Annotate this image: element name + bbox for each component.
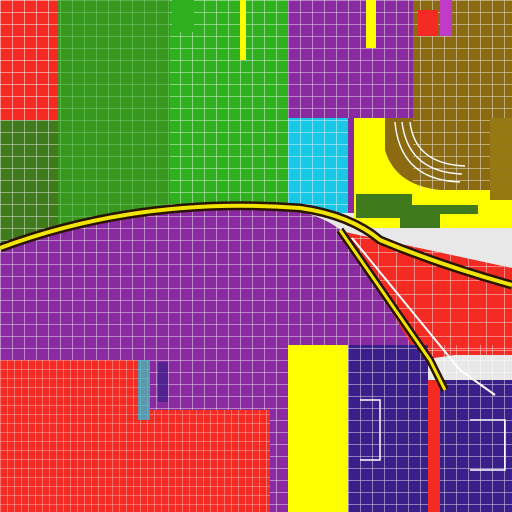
zone-olive-stair[interactable] xyxy=(356,194,478,228)
accent-blocks xyxy=(172,0,512,200)
zone-purple-strip[interactable] xyxy=(348,118,354,213)
zone-navy-southeast[interactable] xyxy=(348,345,512,512)
zone-yellow-south[interactable] xyxy=(288,345,348,512)
highway[interactable] xyxy=(0,201,512,396)
zone-red-east[interactable] xyxy=(345,232,512,360)
zone-cyan[interactable] xyxy=(288,118,348,213)
zone-green-north[interactable] xyxy=(58,0,288,240)
zone-purple-north[interactable] xyxy=(288,0,413,118)
zone-red-southwest[interactable] xyxy=(0,360,270,512)
